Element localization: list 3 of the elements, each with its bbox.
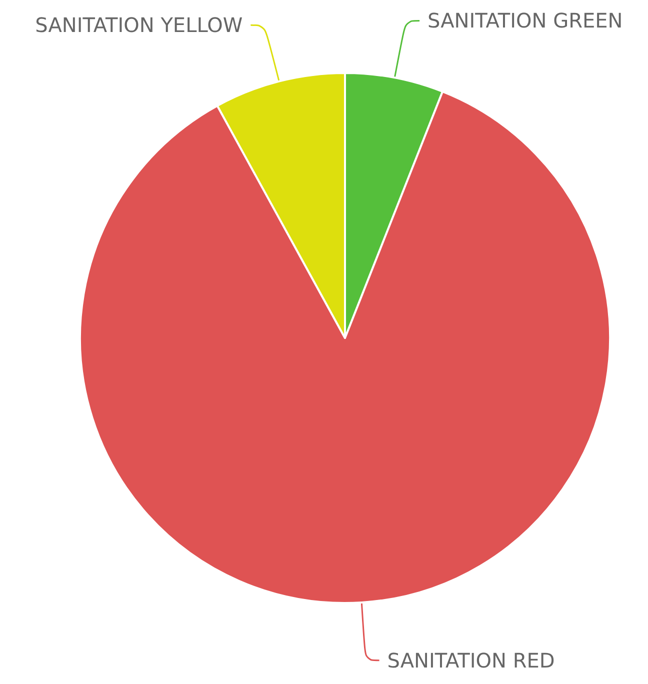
slice-label: SANITATION GREEN: [428, 8, 623, 33]
slice-label: SANITATION YELLOW: [35, 13, 243, 38]
slice-label: SANITATION RED: [387, 648, 555, 672]
